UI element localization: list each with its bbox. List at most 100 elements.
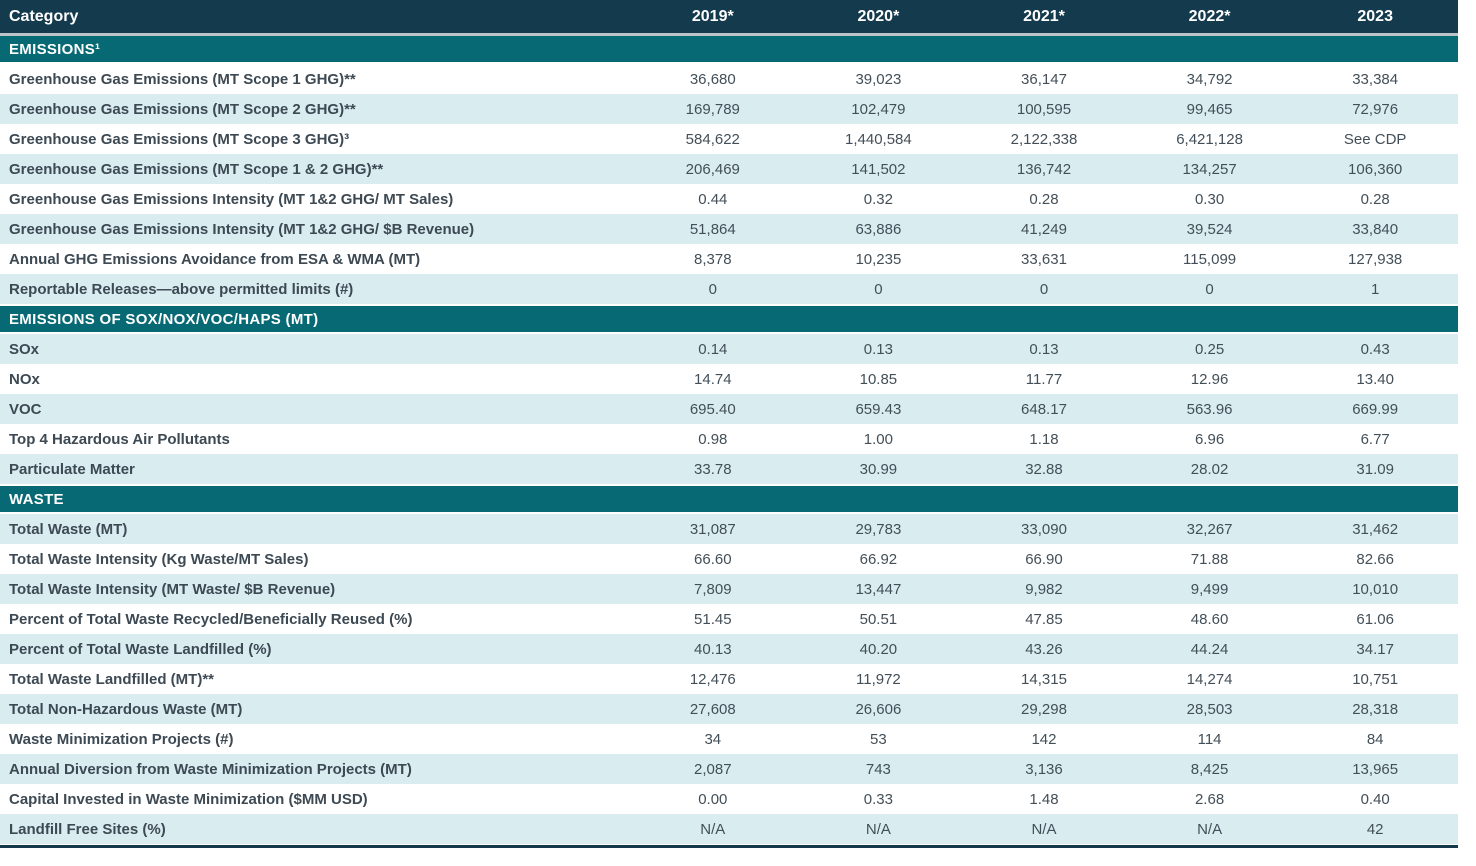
- table-bottom-rule: [0, 845, 1458, 848]
- table-row: Percent of Total Waste Landfilled (%) 40.…: [0, 634, 1458, 664]
- row-label: Percent of Total Waste Landfilled (%): [9, 640, 272, 658]
- column-header-year: 2019*: [691, 7, 734, 25]
- row-value: 13.40: [1356, 370, 1394, 388]
- row-value: 0.13: [863, 340, 893, 358]
- row-value: 127,938: [1348, 250, 1403, 268]
- row-value: 6.77: [1360, 430, 1390, 448]
- row-value: 0.43: [1360, 340, 1390, 358]
- row-value: 53: [870, 730, 887, 748]
- row-value: 2.68: [1194, 790, 1225, 808]
- row-value: 0: [1205, 280, 1214, 298]
- row-value: 0.25: [1194, 340, 1225, 358]
- row-value: 0.13: [1029, 340, 1059, 358]
- row-value: 0.28: [1029, 190, 1059, 208]
- row-value: 100,595: [1016, 100, 1072, 118]
- row-label: Capital Invested in Waste Minimization (…: [9, 790, 368, 808]
- row-value: 66.92: [859, 550, 898, 568]
- table-row: Greenhouse Gas Emissions Intensity (MT 1…: [0, 214, 1458, 244]
- row-value: 51.45: [694, 610, 732, 628]
- row-value: 743: [865, 760, 891, 778]
- row-value: 169,789: [685, 100, 740, 118]
- row-value: 13,447: [855, 580, 902, 598]
- row-value: 114: [1197, 730, 1222, 748]
- row-value: 12,476: [689, 670, 736, 688]
- row-value: 51,864: [689, 220, 736, 238]
- row-value: 563.96: [1186, 400, 1233, 418]
- row-value: 28.02: [1190, 460, 1229, 478]
- row-value: 44.24: [1190, 640, 1229, 658]
- row-value: 43.26: [1025, 640, 1063, 658]
- row-value: N/A: [1031, 820, 1057, 838]
- row-label: NOx: [9, 370, 40, 388]
- table-row: Percent of Total Waste Recycled/Benefici…: [0, 604, 1458, 634]
- table-row: Reportable Releases—above permitted limi…: [0, 274, 1458, 304]
- row-value: 71.88: [1190, 550, 1229, 568]
- row-value: 1: [1371, 280, 1380, 298]
- row-value: 115,099: [1183, 250, 1237, 268]
- row-value: 66.90: [1025, 550, 1063, 568]
- row-value: 141,502: [851, 160, 906, 178]
- section-title: EMISSIONS¹: [9, 40, 101, 58]
- table-row: Total Non-Hazardous Waste (MT) 27,608 26,6…: [0, 694, 1458, 724]
- row-value: 31,087: [689, 520, 736, 538]
- row-value: See CDP: [1343, 130, 1407, 148]
- row-value: N/A: [700, 820, 726, 838]
- row-label: Waste Minimization Projects (#): [9, 730, 234, 748]
- row-label: Total Waste Intensity (MT Waste/ $B Reve…: [9, 580, 336, 598]
- table-row: Greenhouse Gas Emissions (MT Scope 1 GHG…: [0, 64, 1458, 94]
- row-value: 26,606: [855, 700, 902, 718]
- row-value: 28,503: [1186, 700, 1233, 718]
- row-value: 40.20: [859, 640, 898, 658]
- row-value: 0.00: [698, 790, 728, 808]
- row-value: 11,972: [856, 670, 901, 688]
- table-row: Greenhouse Gas Emissions (MT Scope 2 GHG…: [0, 94, 1458, 124]
- table-row: Total Waste Intensity (Kg Waste/MT Sales…: [0, 544, 1458, 574]
- row-value: 41,249: [1021, 220, 1067, 238]
- row-label: Annual Diversion from Waste Minimization…: [9, 760, 412, 778]
- row-value: 206,469: [685, 160, 740, 178]
- row-label: Total Waste Landfilled (MT)**: [9, 670, 214, 688]
- esg-metrics-table: Category 2019* 2020* 2021* 2022* 2023 EMISSI…: [0, 0, 1458, 848]
- row-label: Percent of Total Waste Recycled/Benefici…: [9, 610, 413, 628]
- row-label: Total Waste Intensity (Kg Waste/MT Sales…: [9, 550, 309, 568]
- section-title: EMISSIONS OF SOX/NOX/VOC/HAPS (MT): [9, 310, 319, 328]
- table-row: Greenhouse Gas Emissions (MT Scope 3 GHG…: [0, 124, 1458, 154]
- row-value: 31.09: [1356, 460, 1394, 478]
- row-value: 584,622: [685, 130, 740, 148]
- row-value: 1,440,584: [845, 130, 912, 148]
- row-value: 6,421,128: [1176, 130, 1243, 148]
- row-value: 106,360: [1348, 160, 1403, 178]
- table-row: Greenhouse Gas Emissions (MT Scope 1 & 2…: [0, 154, 1458, 184]
- table-row: Total Waste Intensity (MT Waste/ $B Reve…: [0, 574, 1458, 604]
- row-value: 14.74: [694, 370, 732, 388]
- row-value: 34: [704, 730, 722, 748]
- row-label: Reportable Releases—above permitted limi…: [9, 280, 354, 298]
- row-value: 39,023: [855, 70, 902, 88]
- row-value: 66.60: [694, 550, 732, 568]
- column-header-year: 2020*: [857, 7, 900, 25]
- row-label: Greenhouse Gas Emissions (MT Scope 3 GHG…: [9, 130, 350, 148]
- row-value: 14,315: [1021, 670, 1067, 688]
- row-value: 84: [1366, 730, 1384, 748]
- table-row: Total Waste (MT) 31,087 29,783 33,090 32,267…: [0, 514, 1458, 544]
- row-value: 32,267: [1186, 520, 1233, 538]
- row-value: 12.96: [1190, 370, 1229, 388]
- row-value: 1.18: [1029, 430, 1059, 448]
- row-value: 0.32: [863, 190, 893, 208]
- row-value: 48.60: [1190, 610, 1229, 628]
- row-value: 0.28: [1360, 190, 1390, 208]
- row-value: 8,378: [694, 250, 732, 268]
- table-row: Annual GHG Emissions Avoidance from ESA …: [0, 244, 1458, 274]
- row-value: 0.40: [1360, 790, 1390, 808]
- row-value: 11.77: [1025, 370, 1063, 388]
- column-header-year: 2021*: [1023, 7, 1065, 25]
- row-value: 1.48: [1029, 790, 1059, 808]
- row-value: 10.85: [859, 370, 898, 388]
- row-value: 27,608: [689, 700, 736, 718]
- row-value: 63,886: [855, 220, 902, 238]
- row-value: 8,425: [1190, 760, 1229, 778]
- section-title: WASTE: [9, 490, 64, 508]
- table-row: Greenhouse Gas Emissions Intensity (MT 1…: [0, 184, 1458, 214]
- row-value: 47.85: [1025, 610, 1063, 628]
- row-value: 6.96: [1194, 430, 1225, 448]
